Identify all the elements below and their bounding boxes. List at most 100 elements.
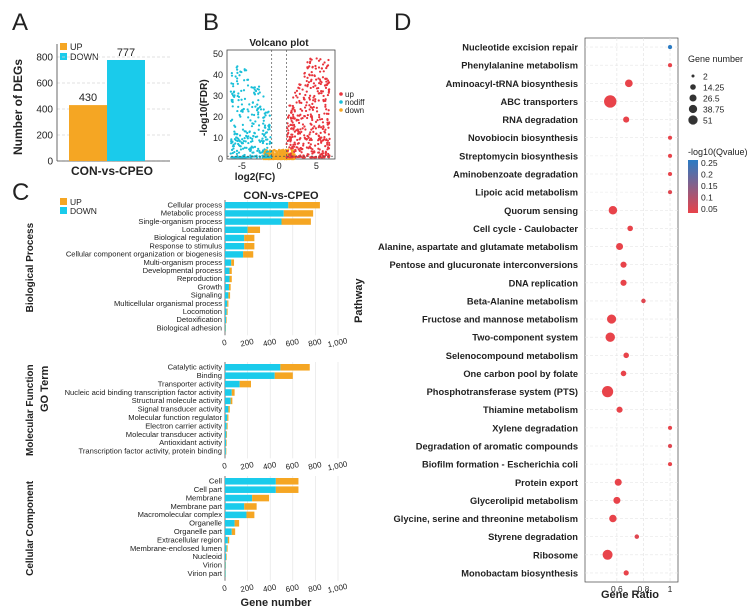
panel-d-pathway-label: Glycerolipid metabolism [470, 496, 578, 506]
panel-b-point-down [233, 138, 237, 141]
panel-b-point-down [240, 103, 244, 106]
panel-b-point-down [232, 143, 235, 146]
panel-b-point-up [291, 104, 294, 108]
panel-b-point-up [308, 61, 312, 65]
panel-b-point-up [296, 146, 299, 149]
panel-b-point-up [307, 141, 310, 145]
panel-d-pathway-label: Pentose and glucuronate interconversions [389, 260, 578, 270]
panel-c-ylabel: GO Term [39, 366, 51, 412]
panel-d-point [625, 79, 633, 88]
panel-a-ylabel: Number of DEGs [11, 59, 25, 155]
panel-c-bar-up [239, 380, 251, 388]
panel-c-bar-down [225, 226, 248, 233]
panel-b-point-down [231, 156, 234, 159]
panel-b-point-down [236, 109, 239, 113]
panel-b-point-up [291, 107, 294, 110]
panel-d-pathway-label: Monobactam biosynthesis [461, 568, 578, 578]
panel-b-point-up [291, 145, 294, 148]
panel-b-point-up [305, 146, 308, 149]
panel-b-ytick: 0 [218, 154, 223, 164]
panel-d-pathway-label: Glycine, serine and threonine metabolism [394, 514, 578, 524]
panel-d-point [667, 425, 673, 430]
panel-b-point-up [319, 154, 322, 157]
panel-b-point-down [236, 77, 239, 80]
panel-d-point [627, 225, 633, 232]
panel-c-bar-up [226, 553, 227, 561]
panel-d-size-legend-label: 2 [703, 72, 708, 82]
panel-b-point-nodiff [280, 150, 284, 154]
panel-b-point-up [317, 134, 321, 138]
panel-c-bar-down [225, 528, 232, 535]
panel-b-point-up [318, 118, 322, 121]
panel-b-point-up [326, 79, 330, 82]
panel-c-term-label: Signaling [191, 291, 222, 300]
panel-d-color-bar [688, 160, 698, 213]
panel-b-point-down [246, 78, 250, 81]
panel-b-point-up [325, 112, 328, 115]
panel-b-point-up [312, 99, 315, 102]
panel-c-bar-up [244, 234, 255, 242]
panel-b-point-down [252, 134, 255, 138]
panel-c-term-label: Virion [203, 561, 222, 570]
panel-b-point-up [302, 144, 305, 147]
panel-c-bar-up [243, 251, 254, 258]
panel-b-point-up [325, 108, 328, 111]
panel-b-point-up [289, 104, 292, 107]
panel-b-point-up [317, 92, 320, 95]
panel-b-point-up [287, 153, 291, 156]
panel-b-point-up [296, 114, 299, 117]
panel-b-point-nodiff [271, 153, 274, 157]
panel-c-xtick: 800 [307, 582, 322, 594]
panel-b-point-down [266, 154, 269, 157]
panel-b-point-down [239, 70, 242, 73]
panel-b-point-down [229, 90, 233, 93]
panel-b-point-down [246, 131, 249, 135]
panel-b-point-up [298, 149, 301, 152]
panel-b-title: Volcano plot [249, 38, 309, 49]
panel-c-bar-down [225, 414, 228, 421]
panel-b-point-up [316, 90, 319, 93]
panel-c-term-label: Multicellular organismal process [114, 299, 222, 308]
panel-b-point-up [309, 80, 313, 83]
panel-c-bar-down [225, 562, 226, 569]
panel-d-pathway-label: Xylene degradation [492, 423, 578, 433]
panel-b-point-up [306, 76, 309, 79]
panel-b-point-down [252, 86, 255, 89]
panel-b-point-up [312, 82, 316, 85]
panel-b-point-up [305, 90, 308, 93]
panel-b-point-up [327, 112, 330, 115]
panel-d-point [608, 206, 618, 215]
panel-c-bar-down [225, 210, 284, 217]
panel-b-point-up [324, 145, 327, 148]
panel-c-term-label: Biological adhesion [157, 323, 222, 332]
panel-b-point-down [242, 107, 245, 111]
panel-b-point-down [258, 151, 261, 154]
panel-b-point-down [264, 153, 267, 156]
panel-b-point-down [248, 103, 251, 106]
panel-b-point-up [307, 81, 311, 84]
panel-b-point-up [309, 86, 312, 90]
panel-c-term-label: Extracellular region [157, 535, 222, 544]
panel-letter-c: C [12, 179, 29, 206]
panel-b-point-down [240, 141, 243, 144]
panel-b-point-up [305, 104, 308, 107]
panel-d-pathway-label: Lipoic acid metabolism [475, 188, 578, 198]
panel-a-value-label: 430 [79, 92, 97, 104]
panel-b-point-down [245, 156, 248, 159]
panel-d-point [623, 352, 629, 359]
panel-b-point-up [314, 144, 317, 147]
panel-c-bar-down [225, 406, 229, 413]
panel-b-point-down [236, 94, 239, 98]
panel-b-point-down [230, 82, 233, 85]
panel-c-bar-up [274, 372, 293, 379]
panel-b-ytick: 10 [213, 133, 223, 143]
panel-b-legend-label: up [345, 90, 354, 99]
panel-b-point-down [261, 151, 264, 154]
panel-b-point-up [319, 82, 322, 86]
panel-b-point-up [293, 135, 297, 138]
panel-a-value-label: 777 [117, 47, 135, 59]
panel-b-point-up [319, 126, 323, 129]
panel-c-bar-up [231, 259, 235, 266]
panel-c-bar-down [225, 486, 276, 493]
